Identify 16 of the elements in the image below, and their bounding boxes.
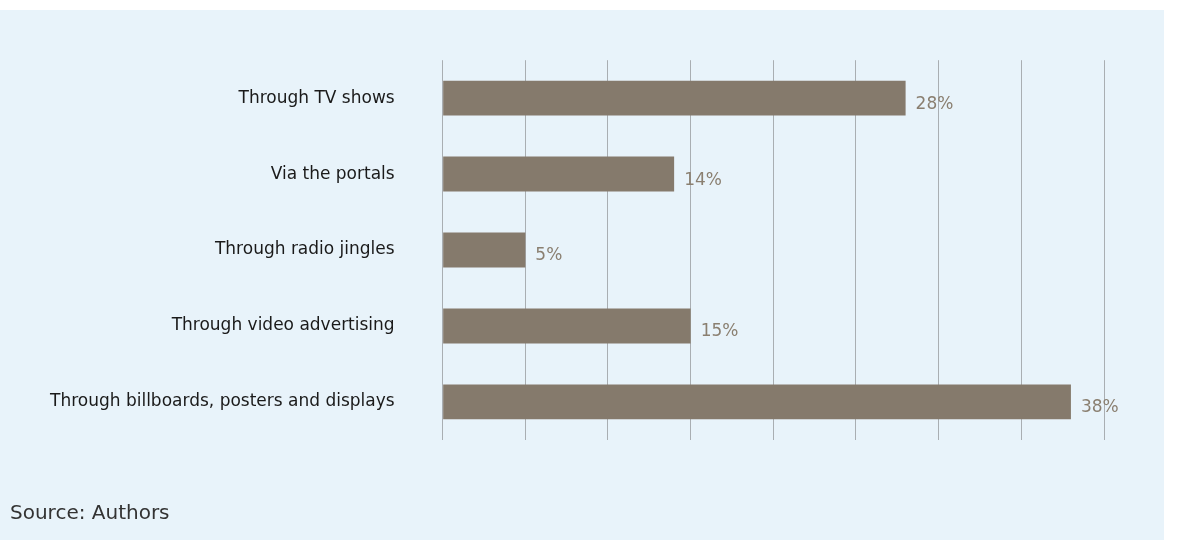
bar bbox=[443, 232, 526, 268]
y-tick-label: Through billboards, posters and displays bbox=[48, 390, 395, 411]
bar bbox=[443, 80, 906, 116]
y-tick-label: Via the portals bbox=[270, 162, 395, 183]
y-tick-label: Through radio jingles bbox=[213, 238, 395, 259]
bar bbox=[443, 384, 1071, 420]
data-label: 14% bbox=[684, 168, 722, 189]
bar bbox=[443, 156, 675, 192]
data-label: 5% bbox=[535, 244, 563, 265]
y-tick-label: Through TV shows bbox=[237, 86, 395, 107]
data-label: 15% bbox=[700, 320, 739, 341]
bar bbox=[443, 308, 691, 344]
y-tick-label: Through video advertising bbox=[170, 314, 395, 335]
data-label: 38% bbox=[1080, 396, 1119, 417]
source-note: Source: Authors bbox=[10, 500, 170, 524]
data-label: 28% bbox=[915, 92, 954, 113]
